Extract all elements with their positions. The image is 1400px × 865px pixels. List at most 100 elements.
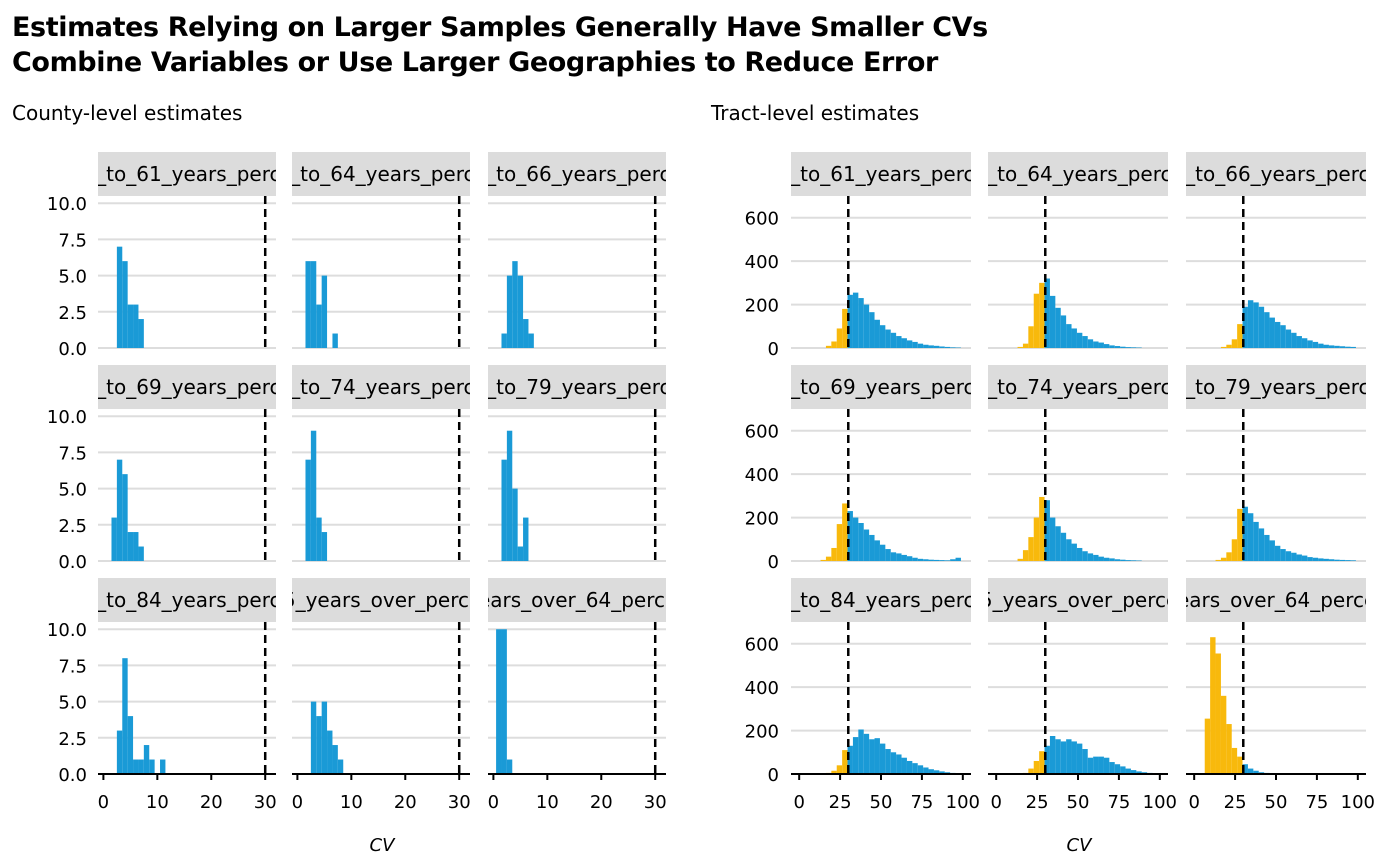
histogram-bar-above-30 [863, 733, 870, 774]
histogram-bar-above-30 [852, 517, 859, 561]
y-tick-label: 2.5 [58, 729, 87, 750]
histogram-bar [316, 304, 322, 348]
histogram-bar-above-30 [1242, 306, 1248, 348]
histogram-bar-below-30 [831, 341, 837, 348]
histogram-bar-above-30 [1274, 545, 1281, 561]
histogram-bar [133, 759, 139, 774]
histogram-bar [506, 275, 513, 348]
tract-panel: _85_years_over_percent 0 25 50 75 100 [988, 578, 1177, 813]
histogram-bar [316, 716, 322, 774]
facet-strip [791, 578, 971, 622]
histogram-bar [116, 246, 123, 348]
x-tick-label: 10 [146, 792, 169, 813]
histogram-bar [523, 517, 529, 561]
histogram-bar-above-30 [1285, 551, 1292, 561]
histogram-bar-above-30 [869, 312, 875, 348]
histogram-bar [496, 629, 502, 774]
histogram-bar-above-30 [1264, 312, 1270, 348]
histogram-bar-above-30 [1264, 534, 1270, 561]
histogram-bar-above-30 [869, 739, 875, 774]
y-tick-label: 5.0 [58, 693, 87, 714]
y-tick-label: 200 [745, 509, 779, 530]
histogram-bar-above-30 [901, 338, 907, 348]
histogram-bar [138, 759, 144, 774]
histogram-bar-above-30 [885, 749, 891, 774]
facet-label: _years_over_64_percent [1154, 588, 1397, 612]
county-panel: _85_years_over_percent 0 10 20 30 [292, 578, 471, 813]
x-tick-label: 20 [590, 792, 613, 813]
x-tick-label: 25 [1026, 792, 1049, 813]
histogram-bar [501, 459, 507, 561]
histogram-bar-above-30 [1274, 321, 1281, 348]
histogram-bar [122, 658, 128, 774]
histogram-bar-above-30 [1066, 539, 1072, 561]
facet-label: _75_to_79_years_percent [1149, 375, 1400, 399]
y-tick-label: 5.0 [58, 480, 87, 501]
histogram-bar-below-30 [1231, 339, 1238, 348]
facet-strip [488, 152, 666, 196]
histogram-bar-above-30 [944, 560, 951, 561]
facet-label: _62_to_64_years_percent [951, 162, 1205, 186]
facet-strip [1186, 578, 1366, 622]
histogram-bar-above-30 [928, 345, 934, 348]
y-tick-label: 10.0 [47, 407, 87, 428]
histogram-bar-above-30 [1049, 295, 1056, 348]
histogram-bar-above-30 [1253, 770, 1259, 774]
histogram-bar-above-30 [874, 738, 880, 774]
facet-strip [988, 365, 1168, 409]
histogram-bar-above-30 [1296, 554, 1302, 561]
facet-label: _80_to_84_years_percent [754, 588, 1008, 612]
histogram-bar-above-30 [939, 346, 945, 348]
x-tick-label: 100 [1341, 792, 1375, 813]
histogram-bar-above-30 [1071, 741, 1077, 774]
histogram-bar-above-30 [1339, 346, 1346, 348]
histogram-bar-above-30 [917, 765, 924, 774]
histogram-bar-above-30 [950, 347, 956, 348]
histogram-bar-above-30 [858, 298, 864, 348]
histogram-bar-above-30 [1280, 549, 1286, 561]
histogram-bar-above-30 [1049, 736, 1056, 774]
histogram-bar-above-30 [1087, 339, 1094, 348]
tract-subtitle: Tract-level estimates [711, 101, 920, 125]
tract-panel: _70_to_74_years_percent [988, 365, 1168, 562]
histogram-bar-below-30 [1220, 346, 1227, 348]
histogram-bar-above-30 [1350, 560, 1356, 561]
histogram-bar-below-30 [1022, 343, 1029, 348]
histogram-bar-below-30 [825, 556, 832, 561]
facet-strip [292, 152, 470, 196]
histogram-bar-above-30 [1350, 346, 1356, 348]
y-tick-label: 0 [768, 339, 779, 360]
histogram-bar [127, 716, 134, 774]
histogram-bar-below-30 [842, 750, 848, 774]
histogram-bar-below-30 [1028, 326, 1034, 348]
histogram-bar-above-30 [1247, 768, 1254, 774]
y-tick-label: 200 [745, 296, 779, 317]
x-tick-label: 30 [644, 792, 667, 813]
histogram-bar-above-30 [890, 752, 897, 774]
histogram-bar-above-30 [1109, 558, 1115, 561]
histogram-bar-above-30 [1125, 347, 1131, 348]
histogram-bar-above-30 [1098, 342, 1104, 348]
y-tick-label: 2.5 [58, 516, 87, 537]
x-tick-label: 20 [394, 792, 417, 813]
histogram-bar-below-30 [1226, 724, 1232, 774]
histogram-bar [133, 532, 139, 561]
x-tick-label: 0 [488, 792, 499, 813]
histogram-bar-above-30 [1044, 500, 1050, 561]
facet-label: _65_to_66_years_percent [450, 162, 704, 186]
y-tick-label: 600 [745, 635, 779, 656]
histogram-bar [310, 261, 317, 348]
histogram-bar-above-30 [912, 557, 918, 561]
histogram-bar [127, 532, 134, 561]
histogram-bar-above-30 [890, 332, 897, 348]
histogram-bar-above-30 [1318, 558, 1324, 561]
histogram-bar-above-30 [1242, 764, 1248, 774]
histogram-bar-above-30 [1087, 553, 1094, 561]
facet-strip [988, 578, 1168, 622]
histogram-bar [321, 701, 328, 774]
histogram-bar-above-30 [885, 329, 891, 348]
histogram-bar-below-30 [1220, 557, 1227, 561]
histogram-bar-above-30 [917, 558, 924, 561]
histogram-bar-above-30 [1098, 756, 1104, 774]
